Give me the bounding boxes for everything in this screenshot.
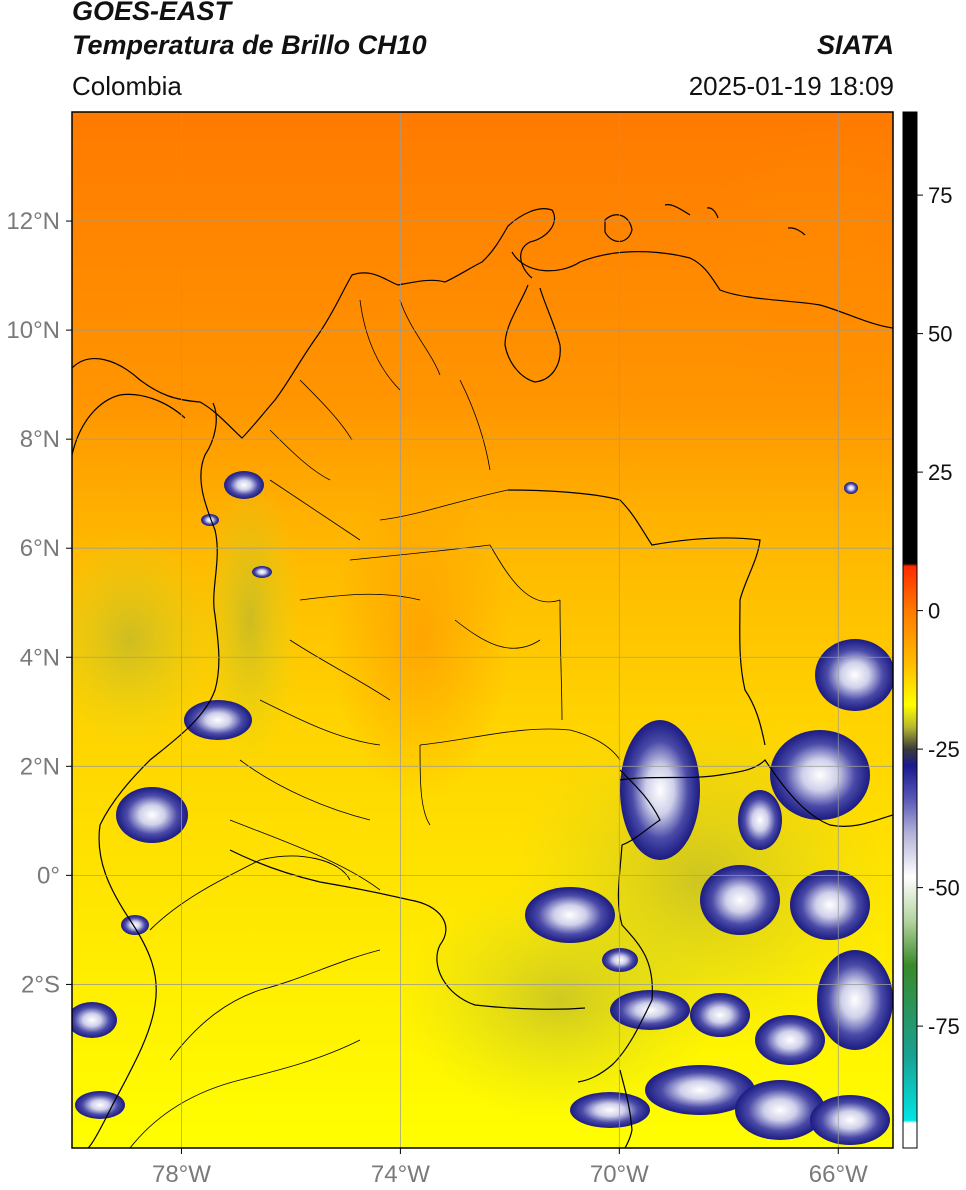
region-label: Colombia [72,71,182,101]
caribbean-coast [72,208,556,439]
brazil-venezuela-border [619,759,893,827]
colombia-brazil-border [577,769,661,1083]
colorbar-tick-label: 75 [928,183,952,208]
product-title: Temperatura de Brillo CH10 [72,30,427,60]
colorbar-tick-label: 25 [928,460,952,485]
lat-tick-label: 2°N [20,753,60,780]
gridlines [72,112,893,1148]
lat-tick-label: 2°S [21,971,60,998]
colorbar-gradient [903,112,917,1148]
satellite-image [72,112,893,1148]
colorbar-ticks: 75 50 25 0 -25 -50 -75 [917,183,960,1039]
lat-tick-label: 8°N [20,426,60,453]
maracaibo [504,284,561,383]
ecuador-coast [87,824,157,1148]
lat-tick-label: 12°N [6,208,60,235]
lat-tick-label: 10°N [6,317,60,344]
lat-tick-label: 4°N [20,644,60,671]
colombia-venezuela-border [507,489,766,746]
lon-tick-label: 78°W [152,1161,211,1188]
cloud-cells [72,471,893,1145]
colorbar-tick-label: -50 [928,876,960,901]
organization-label: SIATA [817,30,894,60]
colorbar-tick-label: 50 [928,322,952,347]
lat-tick-label: 6°N [20,535,60,562]
colombia-ecuador-peru-border [229,849,586,1010]
boundaries [72,204,893,1148]
latitude-ticks: 12°N 10°N 8°N 6°N 4°N 2°N 0° 2°S [6,208,72,998]
lon-tick-label: 70°W [590,1161,649,1188]
lon-tick-label: 74°W [371,1161,430,1188]
colorbar-tick-label: -25 [928,737,960,762]
lon-tick-label: 66°W [809,1161,868,1188]
colorbar: 75 50 25 0 -25 -50 -75 [902,111,960,1149]
island-1 [664,204,691,216]
panama-isthmus [72,393,186,456]
satellite-title: GOES-EAST [72,0,232,26]
island-3 [787,227,806,236]
colorbar-frame [902,111,918,1149]
map-frame [71,111,894,1149]
peru-brazil-rivers [129,855,381,1148]
longitude-ticks: 78°W 74°W 70°W 66°W [152,1148,868,1188]
datetime-label: 2025-01-19 18:09 [688,71,894,101]
aruba-curacao [604,214,633,243]
lat-tick-label: 0° [37,862,60,889]
colorbar-tick-label: -75 [928,1014,960,1039]
peru-brazil-border [619,1069,633,1148]
department-boundaries [229,299,621,891]
island-2 [706,207,719,219]
colorbar-tick-label: 0 [928,599,940,624]
venezuela-coast [511,251,893,329]
pacific-coast [99,402,220,826]
